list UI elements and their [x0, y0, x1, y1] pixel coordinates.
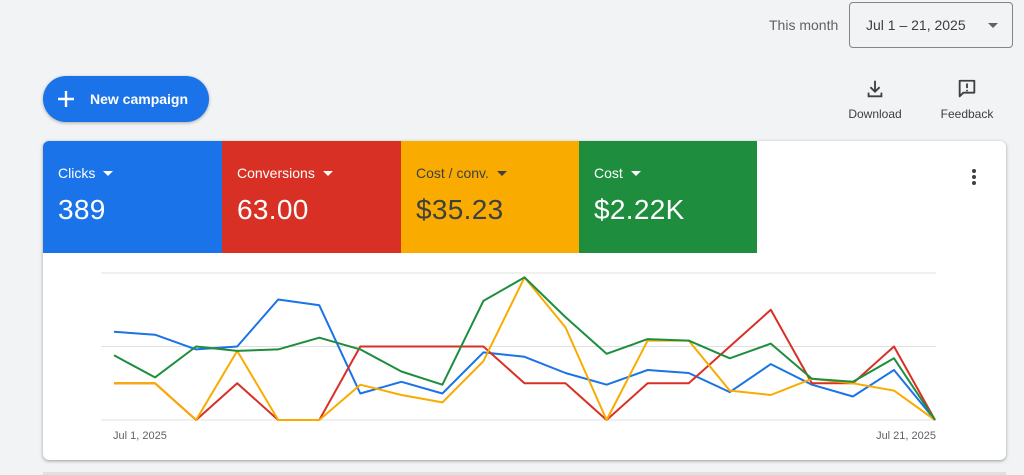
- dropdown-arrow-icon: [103, 170, 114, 176]
- date-range-select[interactable]: Jul 1 – 21, 2025: [849, 2, 1013, 48]
- plus-icon: [58, 91, 74, 107]
- dropdown-arrow-icon: [322, 170, 333, 176]
- metric-value: 63.00: [237, 194, 309, 225]
- metric-value: 389: [58, 194, 106, 225]
- series-line-2: [114, 276, 936, 421]
- new-campaign-label: New campaign: [90, 91, 189, 107]
- metric-cost[interactable]: Cost $2.22K: [579, 141, 757, 253]
- performance-card: Clicks 389 Conversions 63.00 Cost / conv…: [43, 141, 1006, 460]
- line-chart-svg: Jul 1, 2025 Jul 21, 2025: [101, 272, 936, 442]
- x-tick-label-start: Jul 1, 2025: [113, 430, 167, 442]
- more-options-icon[interactable]: [964, 166, 984, 188]
- feedback-button[interactable]: Feedback: [938, 78, 996, 121]
- dropdown-arrow-icon: [496, 170, 507, 176]
- series-line-1: [114, 308, 936, 421]
- metric-value: $35.23: [416, 194, 504, 225]
- dropdown-arrow-icon: [988, 23, 998, 28]
- metric-label: Cost / conv.: [416, 165, 489, 181]
- series-line-3: [113, 276, 936, 421]
- download-button[interactable]: Download: [846, 78, 904, 121]
- series-line-0: [113, 298, 936, 421]
- period-label: This month: [769, 17, 839, 33]
- metric-cost-per-conversion[interactable]: Cost / conv. $35.23: [401, 141, 580, 253]
- feedback-label: Feedback: [940, 107, 994, 121]
- metric-label: Clicks: [58, 165, 96, 181]
- metric-value: $2.22K: [594, 194, 685, 225]
- metric-conversions[interactable]: Conversions 63.00: [222, 141, 401, 253]
- metric-clicks[interactable]: Clicks 389: [43, 141, 222, 253]
- new-campaign-button[interactable]: New campaign: [43, 76, 209, 122]
- dropdown-arrow-icon: [630, 170, 641, 176]
- download-label: Download: [848, 107, 902, 121]
- metric-label: Conversions: [237, 165, 315, 181]
- metric-label: Cost: [594, 165, 623, 181]
- date-range-value: Jul 1 – 21, 2025: [866, 17, 966, 33]
- x-tick-label-end: Jul 21, 2025: [876, 430, 936, 442]
- download-icon: [867, 80, 883, 98]
- next-card-edge: [43, 472, 1006, 475]
- performance-chart: Jul 1, 2025 Jul 21, 2025: [43, 253, 1006, 460]
- feedback-icon: [958, 79, 976, 98]
